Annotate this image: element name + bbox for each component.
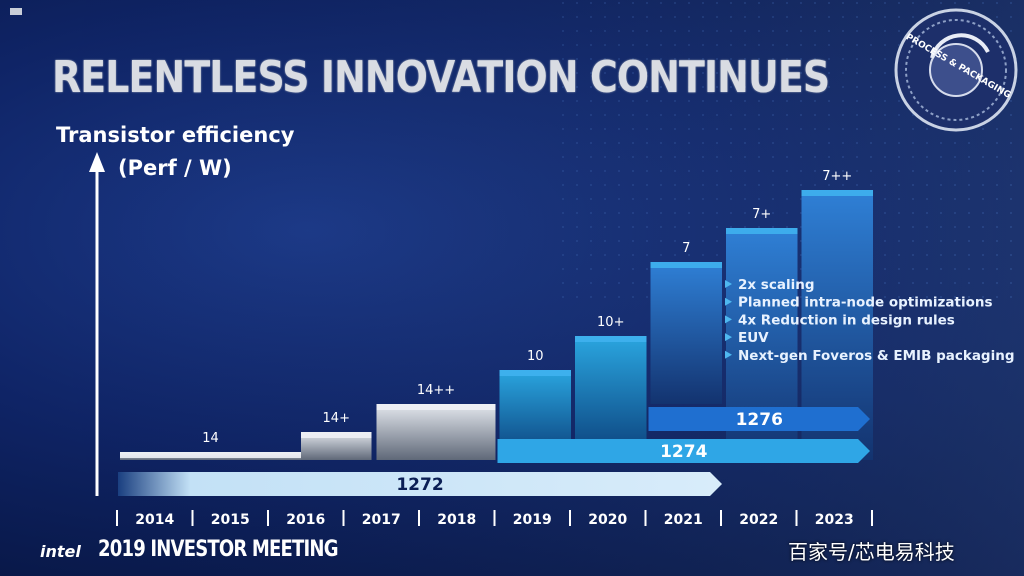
year-label: 2014 <box>135 512 174 528</box>
bullet-item: Next-gen Foveros & EMIB packaging <box>725 348 1015 364</box>
process-arrows: 1272 1274 1276 <box>118 407 870 496</box>
node-bar-14++: 14++ <box>376 383 496 460</box>
intel-logo: intel <box>40 542 81 561</box>
year-label: 2016 <box>286 512 325 528</box>
node-label: 7+ <box>752 207 771 222</box>
node-bar-14+: 14+ <box>301 411 372 460</box>
year-label: 2018 <box>437 512 476 528</box>
bullet-item: 2x scaling <box>725 277 814 293</box>
bullet-item: 4x Reduction in design rules <box>725 312 955 328</box>
bullet-text: Next-gen Foveros & EMIB packaging <box>738 348 1015 364</box>
year-label: 2023 <box>815 512 854 528</box>
bullet-text: 4x Reduction in design rules <box>738 312 955 328</box>
node-label: 14++ <box>417 383 455 398</box>
node-bar-10+: 10+ <box>575 315 647 460</box>
bullet-item: EUV <box>725 330 769 346</box>
process-arrow-1272: 1272 <box>118 472 722 496</box>
node-bar-14: 14 <box>120 431 301 460</box>
y-axis-label-line1: Transistor efficiency <box>56 123 295 147</box>
bullet-text: 2x scaling <box>738 277 814 293</box>
process-arrow-1274: 1274 <box>497 439 870 463</box>
bullet-list: 2x scaling Planned intra-node optimizatio… <box>725 277 1015 364</box>
bullet-triangle-icon <box>725 350 732 359</box>
process-packaging-badge: PROCESS & PACKAGING <box>894 8 1018 132</box>
y-axis-label-line2: (Perf / W) <box>118 156 232 180</box>
bullet-text: EUV <box>738 330 769 346</box>
bullet-triangle-icon <box>725 315 732 324</box>
x-axis-years: 2014 2015 2016 2017 2018 2019 2020 2021 2022 2023 <box>116 510 873 528</box>
node-label: 10 <box>527 349 544 364</box>
node-label: 14+ <box>323 411 350 426</box>
bullet-item: Planned intra-node optimizations <box>725 295 993 311</box>
slide-title: RELENTLESS INNOVATION CONTINUES <box>52 52 830 103</box>
bullet-triangle-icon <box>725 333 732 342</box>
year-label: 2021 <box>664 512 703 528</box>
corner-small-tag <box>10 8 22 15</box>
process-arrow-label: 1272 <box>396 475 443 495</box>
bullet-triangle-icon <box>725 280 732 288</box>
bullet-triangle-icon <box>725 297 732 306</box>
year-label: 2017 <box>362 512 401 528</box>
process-arrow-label: 1274 <box>660 442 707 462</box>
process-arrow-label: 1276 <box>736 410 783 430</box>
footer-event-title: 2019 INVESTOR MEETING <box>98 537 339 562</box>
year-label: 2019 <box>513 512 552 528</box>
y-axis-arrow <box>89 152 105 496</box>
node-label: 14 <box>202 431 219 446</box>
year-label: 2020 <box>588 512 627 528</box>
node-label: 7++ <box>822 169 852 184</box>
watermark: 百家号/芯电易科技 <box>788 540 955 564</box>
node-bar-7: 7 <box>650 241 722 404</box>
bullet-text: Planned intra-node optimizations <box>738 295 993 311</box>
process-arrow-1276: 1276 <box>648 407 870 431</box>
node-label: 7 <box>682 241 690 256</box>
year-label: 2015 <box>211 512 250 528</box>
node-label: 10+ <box>597 315 624 330</box>
year-label: 2022 <box>739 512 778 528</box>
